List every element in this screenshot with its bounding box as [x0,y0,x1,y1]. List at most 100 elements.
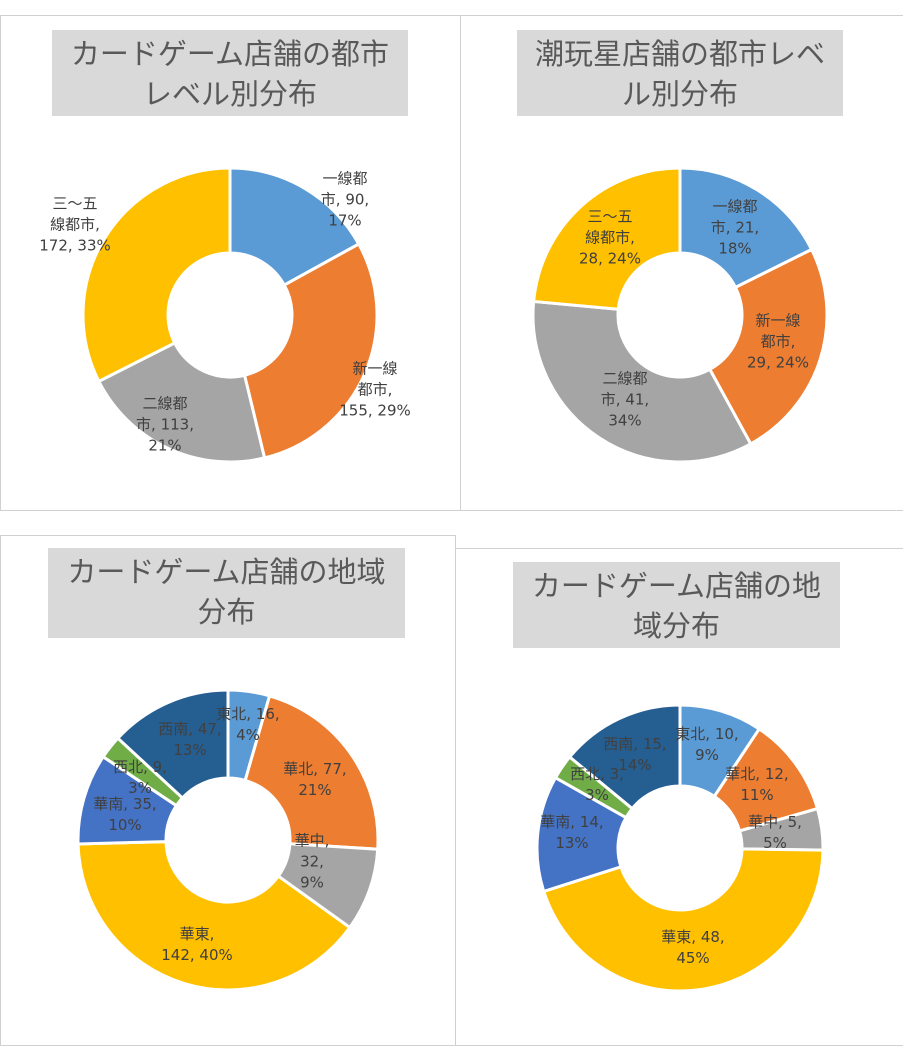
data-label: 三～五線都市, 28, 24% [579,207,641,270]
donut-slice-二線都市[interactable] [531,299,753,464]
data-label: 二線都市, 113, 21% [136,394,194,457]
data-label-line: 市, 90, [320,190,370,209]
donut-slice-華東[interactable] [76,840,352,992]
data-label: 華中, 5, 5% [748,812,802,854]
data-label-line: 新一線 [755,311,801,330]
data-label-line: 市, 113, [136,415,194,434]
data-label-line: 5% [763,834,787,852]
donut-slice-華北[interactable] [243,694,380,851]
data-label-line: 二線都 [142,394,188,413]
data-label-line: 4% [236,726,260,744]
data-label: 華中, 32, 9% [295,831,330,894]
data-label: 新一線都市, 29, 24% [747,311,809,374]
donut-slice-三～五線都市[interactable] [81,166,232,384]
donut-slice-三～五線都市[interactable] [531,166,682,311]
data-label: 三～五線都市, 172, 33% [39,194,111,257]
data-label-line: 3% [585,786,609,804]
donut-slice-西南[interactable] [567,703,682,811]
data-label: 華南, 14, 13% [540,812,603,854]
data-label: 新一線都市, 155, 29% [339,359,411,422]
data-label-line: 17% [328,211,362,230]
data-label-line: 線都市, [585,228,635,247]
data-label-line: 一線都 [712,197,758,216]
data-label-line: 9% [695,746,719,764]
donut-slice-新一線都市[interactable] [707,247,829,446]
data-label: 東北, 10, 9% [675,724,738,766]
title-line: レベル別分布 [142,77,317,111]
data-label-line: 45% [676,949,710,967]
data-label-line: 線都市, [50,215,100,234]
data-label-line: 東北, 16, [216,705,280,723]
data-label-line: 西南, 15, [603,735,667,753]
data-label-line: 華東, 48, [661,928,725,946]
data-label-line: 13% [555,834,589,852]
data-label-line: 28, 24% [579,249,641,268]
data-label-line: 華南, 14, [540,813,604,831]
chart-title: カードゲーム店舗の地域 分布 [48,548,405,638]
data-label-line: 東北, 10, [675,725,739,743]
donut-slice-新一線都市[interactable] [242,241,379,460]
data-label-line: 華北, 77, [283,760,347,778]
data-label-line: 一線都 [322,169,368,188]
data-label-line: 14% [618,756,652,774]
data-label-line: 21% [148,436,182,455]
chart-title: カードゲーム店舗の都市 レベル別分布 [52,30,408,116]
data-label-line: 西北, 9, [113,758,167,776]
data-label-line: 三～五 [52,194,98,213]
data-label-line: 9% [300,873,324,892]
data-label-line: 華東, [179,925,215,943]
data-label-line: 32, [300,852,324,871]
donut-slice-二線都市[interactable] [96,340,267,464]
data-label-line: 3% [128,779,152,797]
donut-slice-一線都市[interactable] [678,166,814,290]
data-label-line: 155, 29% [339,401,411,420]
data-label-line: 都市, [357,380,393,399]
data-label-line: 二線都 [602,369,648,388]
data-label: 一線都市, 90, 17% [321,169,369,232]
data-label: 西北, 9, 3% [113,757,167,799]
data-label-line: 13% [173,741,207,759]
data-label-line: 華中, [294,831,330,850]
data-label-line: 三～五 [587,207,633,226]
data-label: 華東, 142, 40% [161,924,233,966]
data-label-line: 西南, 47, [158,720,222,738]
title-line: 潮玩星店舗の都市レベ [534,37,825,71]
data-label-line: 172, 33% [39,236,111,255]
donut-slice-西南[interactable] [115,688,230,801]
data-label-line: 18% [718,239,752,258]
data-label: 華北, 12, 11% [725,764,788,806]
chart-title: カードゲーム店舗の地 域分布 [513,562,840,648]
title-line: カードゲーム店舗の地域 [67,555,386,589]
data-label-line: 華南, 35, [93,795,157,813]
data-label-line: 新一線 [352,359,398,378]
chart-title: 潮玩星店舗の都市レベ ル別分布 [517,30,843,116]
data-label: 一線都市, 21, 18% [711,197,759,260]
data-label-line: 10% [108,816,142,834]
data-label: 東北, 16, 4% [216,704,279,746]
donut-slice-華東[interactable] [541,847,825,993]
data-label: 西南, 15, 14% [603,734,666,776]
title-line: カードゲーム店舗の地 [531,569,822,603]
data-label-line: 11% [740,786,774,804]
title-line: 域分布 [632,609,720,643]
data-label-line: 21% [298,781,332,799]
data-label: 西南, 47, 13% [158,719,221,761]
data-label-line: 都市, [760,332,796,351]
data-label-line: 西北, 3, [570,765,624,783]
data-label-line: 34% [608,411,642,430]
data-label: 華東, 48, 45% [661,927,724,969]
data-label-line: 市, 21, [710,218,760,237]
data-label: 華南, 35, 10% [93,794,156,836]
data-label: 西北, 3, 3% [570,764,624,806]
title-line: 分布 [197,595,256,629]
data-label: 二線都市, 41, 34% [601,369,649,432]
data-label-line: 華中, 5, [748,813,802,831]
data-label-line: 市, 41, [600,390,650,409]
data-label-line: 29, 24% [747,353,809,372]
title-line: ル別分布 [621,77,738,111]
donut-slice-一線都市[interactable] [228,166,361,288]
data-label: 華北, 77, 21% [283,759,346,801]
title-line: カードゲーム店舗の都市 [70,37,390,71]
